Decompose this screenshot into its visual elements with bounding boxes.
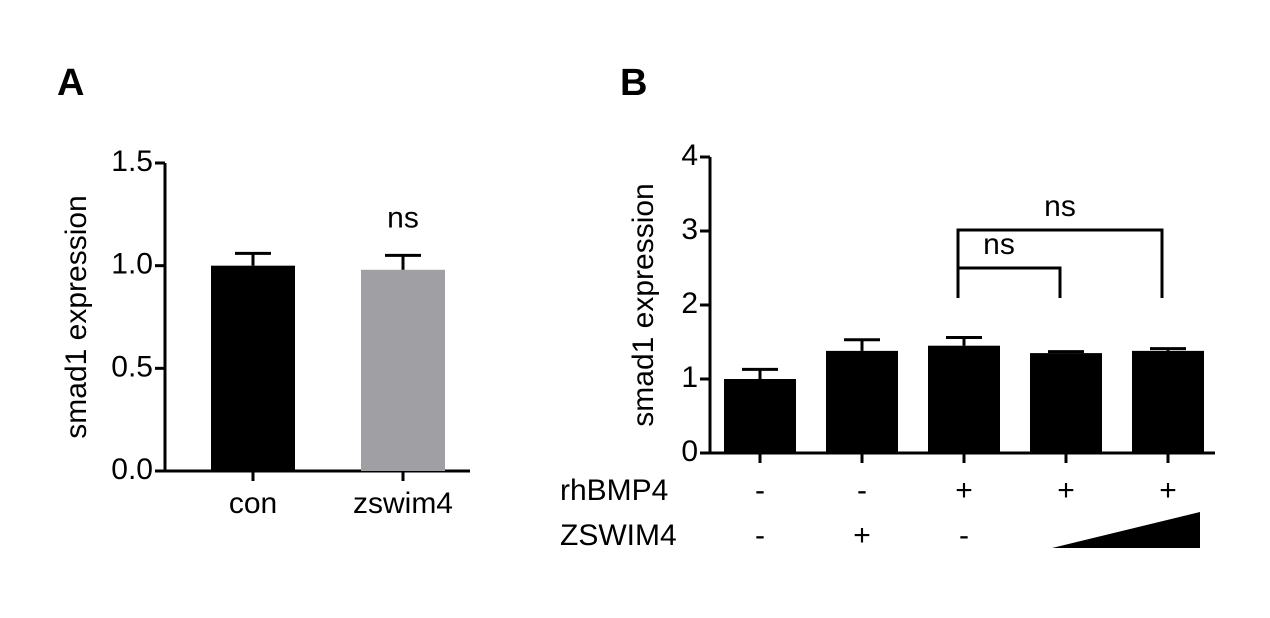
significance-label: ns — [1044, 190, 1076, 223]
bar — [1132, 350, 1204, 453]
panel-label: B — [620, 62, 647, 104]
bar — [928, 345, 1000, 453]
treatment-label: ZSWIM4 — [560, 519, 677, 552]
y-tick-label: 0.5 — [111, 350, 153, 383]
y-axis-label: smad1 expression — [60, 195, 93, 438]
significance-label: ns — [983, 228, 1015, 261]
bar — [1030, 353, 1102, 453]
y-tick-label: 0.0 — [111, 453, 153, 486]
y-tick-label: 4 — [681, 139, 698, 172]
treatment-sign: + — [955, 474, 973, 507]
significance-label: ns — [387, 201, 419, 234]
treatment-sign: + — [1057, 474, 1075, 507]
treatment-sign: - — [857, 474, 867, 507]
treatment-sign: + — [853, 519, 871, 552]
bar — [211, 265, 295, 471]
x-tick-label: con — [229, 487, 277, 520]
treatment-label: rhBMP4 — [560, 474, 668, 507]
panel-label: A — [57, 62, 84, 104]
dose-ramp — [1052, 512, 1200, 548]
treatment-sign: - — [959, 519, 969, 552]
treatment-sign: - — [755, 519, 765, 552]
y-tick-label: 3 — [681, 213, 698, 246]
treatment-sign: + — [1159, 474, 1177, 507]
significance-bracket — [956, 266, 1062, 298]
treatment-sign: - — [755, 474, 765, 507]
y-tick-label: 1.5 — [111, 145, 153, 178]
bar — [826, 350, 898, 453]
significance-bracket — [956, 228, 1164, 298]
y-axis-label: smad1 expression — [627, 183, 660, 426]
y-tick-label: 1 — [681, 361, 698, 394]
bar — [724, 379, 796, 453]
y-tick-label: 0 — [681, 435, 698, 468]
y-tick-label: 2 — [681, 287, 698, 320]
bar — [361, 269, 445, 471]
y-tick-label: 1.0 — [111, 248, 153, 281]
x-tick-label: zswim4 — [353, 487, 453, 520]
